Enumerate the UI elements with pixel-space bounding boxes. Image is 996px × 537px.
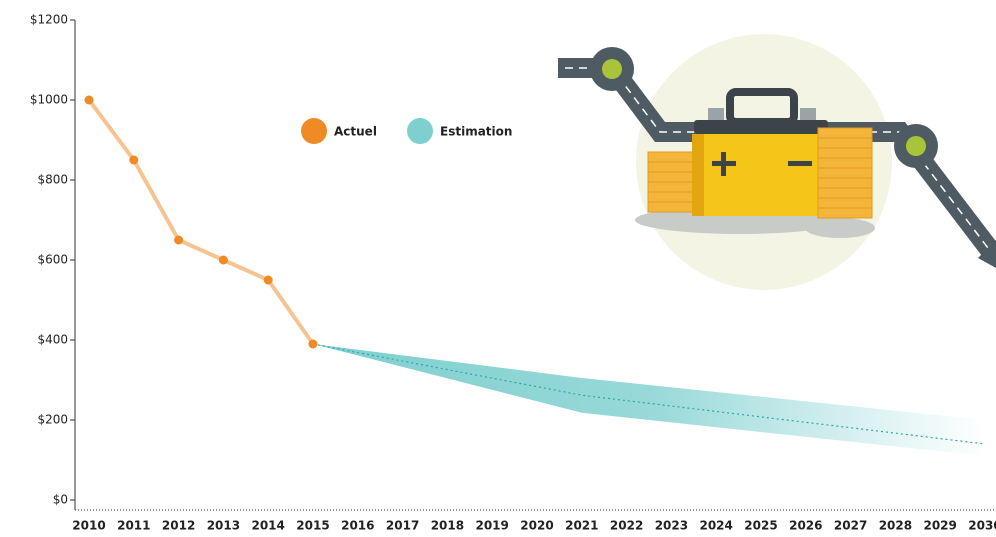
x-tick-label: 2013 [207,519,240,533]
x-tick-label: 2019 [475,519,508,533]
illustration [558,34,996,290]
x-tick-label: 2017 [386,519,419,533]
legend-swatch [301,118,327,144]
x-tick-label: 2016 [341,519,374,533]
y-tick-label: $400 [37,333,68,347]
x-tick-label: 2024 [699,519,732,533]
x-tick-label: 2015 [296,519,329,533]
x-tick-label: 2025 [744,519,777,533]
x-tick-label: 2026 [789,519,822,533]
legend-label: Actuel [334,125,377,139]
legend-swatch [407,118,433,144]
point [309,340,318,349]
x-tick-label: 2030 [968,519,996,533]
x-tick-label: 2021 [565,519,598,533]
x-tick-label: 2022 [610,519,643,533]
point [219,256,228,265]
x-tick-label: 2011 [117,519,150,533]
x-tick-label: 2012 [162,519,195,533]
y-tick-label: $1000 [30,93,68,107]
y-tick-label: $800 [37,173,68,187]
chart: $0 $200 $400 $600 $800 $1000 $1200 2010 2011 2012… [0,0,996,533]
x-tick-label: 2023 [655,519,688,533]
point [174,236,183,245]
y-tick-label: $1200 [30,13,68,27]
legend-label: Estimation [440,125,512,139]
x-tick-label: 2014 [251,519,284,533]
x-tick-label: 2028 [879,519,912,533]
y-tick-label: $0 [53,493,68,507]
page: {"chart_data": {"type": "line", "xlim": … [0,0,996,537]
x-tick-label: 2027 [834,519,867,533]
x-tick-label: 2010 [72,519,105,533]
point [129,156,138,165]
point [264,276,273,285]
point [85,96,94,105]
estimate-band [313,344,985,456]
x-tick-label: 2029 [923,519,956,533]
x-tick-label: 2020 [520,519,553,533]
y-tick-label: $200 [37,413,68,427]
y-tick-label: $600 [37,253,68,267]
x-tick-label: 2018 [431,519,464,533]
actual-line [89,100,313,344]
